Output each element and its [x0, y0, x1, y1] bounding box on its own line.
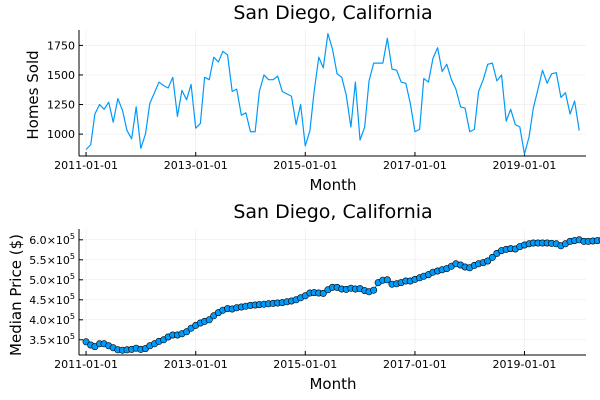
homes-sold-x-tick-label: 2019-01-01	[493, 159, 557, 172]
median-price-data-point	[488, 253, 496, 261]
homes-sold-chart: San Diego, California 2011-01-01 2013-01-…	[24, 2, 586, 194]
median-price-y-tick-label: 4.0×105	[29, 312, 75, 327]
median-price-x-axis-label: Month	[309, 375, 356, 393]
median-price-data-point	[370, 286, 378, 294]
median-price-data-point	[183, 328, 191, 336]
median-price-y-tick-multiplier: ×10	[47, 254, 70, 267]
median-price-y-tick-exponent: 5	[70, 332, 75, 341]
median-price-chart: San Diego, California 2011-01-01 2013-01-…	[7, 201, 600, 393]
median-price-x-tick-label: 2015-01-01	[273, 358, 337, 371]
homes-sold-chart-title: San Diego, California	[233, 2, 432, 24]
median-price-data-point	[383, 276, 391, 284]
median-price-series	[82, 236, 600, 354]
median-price-y-tick-mantissa: 5.0	[29, 274, 47, 287]
median-price-y-axis-label: Median Price ($)	[7, 234, 25, 356]
median-price-y-tick-exponent: 5	[70, 312, 75, 321]
median-price-axes	[78, 229, 586, 356]
median-price-y-tick-mantissa: 3.5	[29, 334, 47, 347]
median-price-y-tick-multiplier: ×10	[47, 334, 70, 347]
homes-sold-y-tick-label: 1750	[47, 39, 75, 52]
median-price-y-tick-label: 5.5×105	[29, 252, 75, 267]
median-price-grid	[79, 229, 586, 355]
median-price-x-tick-label: 2019-01-01	[493, 358, 557, 371]
median-price-data-point	[593, 237, 600, 245]
median-price-y-tick-exponent: 5	[70, 272, 75, 281]
homes-sold-y-axis-label: Homes Sold	[24, 50, 42, 139]
median-price-tick-labels: 2011-01-01 2013-01-01 2015-01-01 2017-01-01…	[29, 232, 556, 371]
homes-sold-y-tick-label: 1250	[47, 99, 75, 112]
homes-sold-x-tick-label: 2017-01-01	[383, 159, 447, 172]
median-price-y-tick-mantissa: 6.0	[29, 234, 47, 247]
median-price-y-tick-multiplier: ×10	[47, 274, 70, 287]
median-price-y-tick-mantissa: 4.0	[29, 314, 47, 327]
median-price-y-tick-exponent: 5	[70, 252, 75, 261]
median-price-y-tick-multiplier: ×10	[47, 294, 70, 307]
homes-sold-grid	[79, 30, 586, 156]
homes-sold-series	[85, 32, 580, 155]
median-price-y-tick-label: 4.5×105	[29, 292, 75, 307]
median-price-data-point	[205, 316, 213, 324]
median-price-data-point	[484, 257, 492, 265]
median-price-y-tick-mantissa: 5.5	[29, 254, 47, 267]
median-price-chart-title: San Diego, California	[233, 201, 432, 223]
median-price-x-tick-label: 2013-01-01	[164, 358, 228, 371]
median-price-y-tick-multiplier: ×10	[47, 314, 70, 327]
homes-sold-tick-labels: 2011-01-01 2013-01-01 2015-01-01 2017-01-01…	[47, 39, 556, 172]
median-price-y-tick-exponent: 5	[70, 232, 75, 241]
homes-sold-x-axis-label: Month	[309, 176, 356, 194]
median-price-y-tick-label: 5.0×105	[29, 272, 75, 287]
homes-sold-series-line	[85, 32, 580, 155]
homes-sold-x-tick-label: 2015-01-01	[273, 159, 337, 172]
median-price-x-tick-label: 2011-01-01	[54, 358, 118, 371]
median-price-y-tick-multiplier: ×10	[47, 234, 70, 247]
median-price-y-tick-label: 3.5×105	[29, 332, 75, 347]
median-price-y-tick-mantissa: 4.5	[29, 294, 47, 307]
median-price-y-tick-exponent: 5	[70, 292, 75, 301]
homes-sold-y-tick-label: 1000	[47, 128, 75, 141]
homes-sold-y-tick-label: 1500	[47, 69, 75, 82]
median-price-x-tick-label: 2017-01-01	[383, 358, 447, 371]
homes-sold-x-tick-label: 2011-01-01	[54, 159, 118, 172]
homes-sold-x-tick-label: 2013-01-01	[164, 159, 228, 172]
median-price-data-point	[319, 289, 327, 297]
median-price-y-tick-label: 6.0×105	[29, 232, 75, 247]
